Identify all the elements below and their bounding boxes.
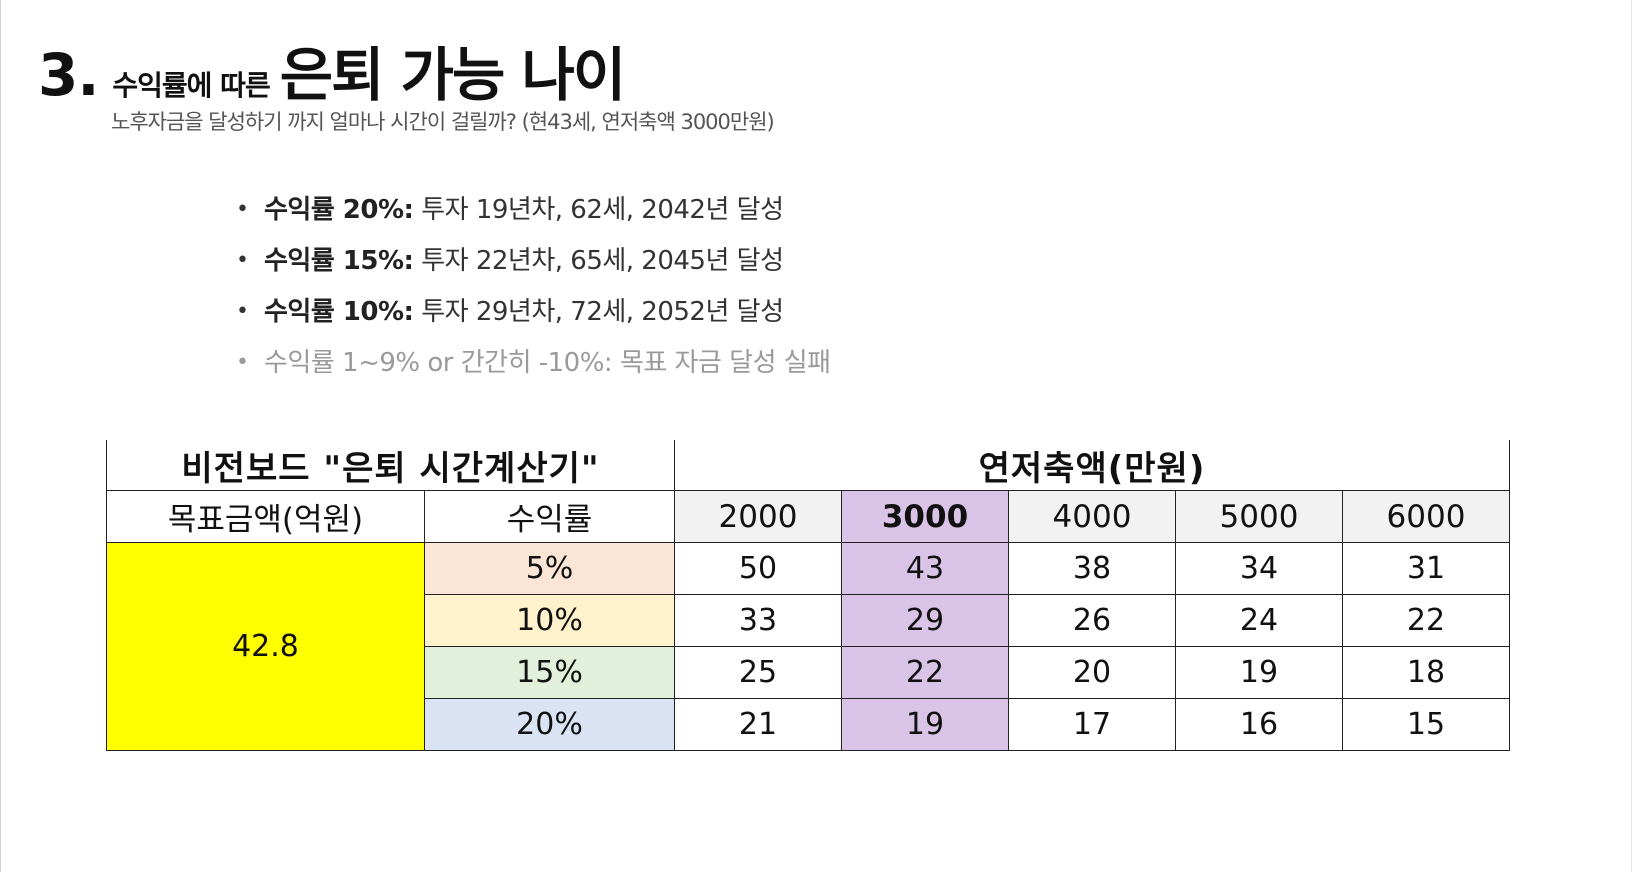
table-title-row: 비전보드 "은퇴 시간계산기" 연저축액(만원)	[106, 440, 1510, 491]
years-cell: 15	[1342, 698, 1510, 751]
table-header-row: 목표금액(억원) 수익률 2000 3000 4000 5000 6000	[106, 490, 1510, 543]
table-row: 15% 25 22 20 19 18	[107, 646, 1510, 699]
list-item: • 수익률 20%: 투자 19년차, 62세, 2042년 달성	[236, 190, 831, 241]
page-title: 3. 수익률에 따른 은퇴 가능 나이	[38, 28, 626, 109]
bullet-icon: •	[236, 197, 249, 222]
years-cell: 17	[1008, 698, 1176, 751]
title-main: 은퇴 가능 나이	[279, 41, 627, 109]
table-row: 10% 33 29 26 24 22	[107, 594, 1510, 647]
target-header: 목표금액(억원)	[106, 490, 425, 543]
retirement-calculator-table: 비전보드 "은퇴 시간계산기" 연저축액(만원) 목표금액(억원) 수익률 20…	[106, 440, 1510, 751]
list-item: • 수익률 15%: 투자 22년차, 65세, 2045년 달성	[236, 241, 831, 292]
bullet-lead: 수익률 10%:	[264, 297, 414, 327]
savings-title: 연저축액(만원)	[674, 440, 1510, 491]
page-left-border	[0, 0, 1, 872]
summary-list: • 수익률 20%: 투자 19년차, 62세, 2042년 달성 • 수익률 15…	[236, 190, 831, 394]
years-cell: 24	[1175, 594, 1343, 647]
bullet-text: 투자 29년차, 72세, 2052년 달성	[413, 297, 784, 327]
bullet-text: 투자 19년차, 62세, 2042년 달성	[413, 195, 784, 225]
table-row: 42.8 5% 50 43 38 34 31	[106, 542, 1510, 751]
savings-amount-header: 6000	[1342, 490, 1510, 543]
bullet-text: 목표 자금 달성 실패	[612, 348, 831, 378]
years-cell: 22	[1342, 594, 1510, 647]
savings-amount-header-highlight: 3000	[841, 490, 1009, 543]
years-cell: 34	[1175, 542, 1343, 595]
years-cell: 26	[1008, 594, 1176, 647]
table-row: 20% 21 19 17 16 15	[107, 698, 1510, 751]
years-cell-highlight: 19	[841, 698, 1009, 751]
bullet-icon: •	[236, 299, 249, 324]
years-cell: 50	[674, 542, 842, 595]
years-cell-highlight: 29	[841, 594, 1009, 647]
years-cell: 18	[1342, 646, 1510, 699]
bullet-icon: •	[236, 350, 249, 375]
savings-amount-header: 4000	[1008, 490, 1176, 543]
rate-header: 수익률	[424, 490, 675, 543]
bullet-lead: 수익률 1~9% or 간간히 -10%:	[264, 348, 613, 378]
bullet-icon: •	[236, 248, 249, 273]
title-prefix: 수익률에 따른	[112, 69, 270, 102]
years-cell-highlight: 43	[841, 542, 1009, 595]
page-subtitle: 노후자금을 달성하기 까지 얼마나 시간이 걸릴까? (현43세, 연저축액 3…	[111, 110, 775, 134]
rate-cell: 20%	[424, 698, 675, 751]
rate-cell: 15%	[424, 646, 675, 699]
years-cell: 31	[1342, 542, 1510, 595]
years-cell-highlight: 22	[841, 646, 1009, 699]
list-item: • 수익률 10%: 투자 29년차, 72세, 2052년 달성	[236, 292, 831, 343]
target-amount-cell: 42.8	[106, 542, 425, 751]
list-item: • 수익률 1~9% or 간간히 -10%: 목표 자금 달성 실패	[236, 343, 831, 394]
years-cell: 38	[1008, 542, 1176, 595]
years-cell: 25	[674, 646, 842, 699]
bullet-lead: 수익률 15%:	[264, 246, 414, 276]
years-cell: 16	[1175, 698, 1343, 751]
years-cell: 21	[674, 698, 842, 751]
years-cell: 33	[674, 594, 842, 647]
rate-cell: 10%	[424, 594, 675, 647]
savings-amount-header: 5000	[1175, 490, 1343, 543]
savings-amount-header: 2000	[674, 490, 842, 543]
years-cell: 19	[1175, 646, 1343, 699]
bullet-lead: 수익률 20%:	[264, 195, 414, 225]
years-cell: 20	[1008, 646, 1176, 699]
section-number: 3.	[38, 41, 99, 109]
calculator-title: 비전보드 "은퇴 시간계산기"	[106, 440, 675, 491]
rate-cell: 5%	[424, 542, 675, 595]
bullet-text: 투자 22년차, 65세, 2045년 달성	[413, 246, 784, 276]
